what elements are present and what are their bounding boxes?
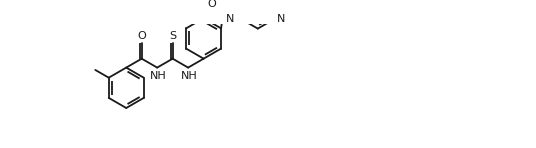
- Text: N: N: [277, 14, 285, 24]
- Text: S: S: [169, 31, 176, 41]
- Text: O: O: [137, 31, 146, 41]
- Text: NH: NH: [150, 71, 166, 81]
- Text: NH: NH: [181, 71, 197, 81]
- Text: O: O: [207, 0, 217, 9]
- Text: N: N: [226, 14, 234, 24]
